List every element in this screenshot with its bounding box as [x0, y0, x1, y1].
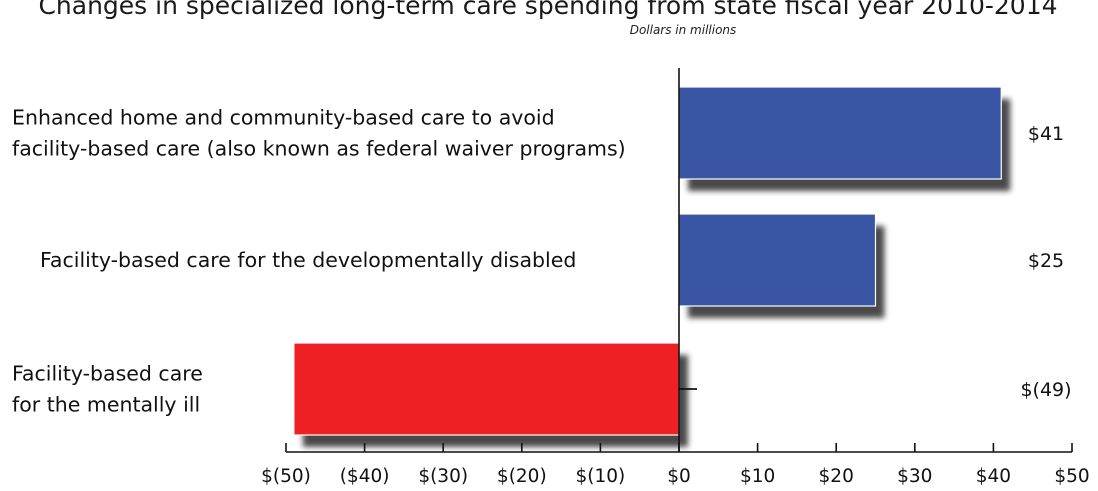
x-tick-label: $(50) — [261, 466, 311, 487]
x-tick-label: $30 — [897, 466, 932, 487]
labels: $41 Enhanced home and community-based car… — [12, 106, 1090, 488]
chart-subtitle: Dollars in millions — [630, 23, 737, 37]
value-label: $41 — [1028, 123, 1064, 145]
x-tick-label: $(20) — [497, 466, 547, 487]
x-tick-label: $(30) — [418, 466, 468, 487]
axes — [285, 68, 1073, 453]
category-label: facility-based care (also known as feder… — [12, 137, 626, 161]
x-tick-label: ($40) — [340, 466, 390, 487]
x-tick-label: $50 — [1054, 466, 1089, 487]
chart-title: Changes in specialized long-term care sp… — [38, 0, 1057, 20]
category-label: Facility-based care for the developmenta… — [40, 248, 576, 272]
value-label: $(49) — [1020, 379, 1071, 401]
x-tick-label: $40 — [976, 466, 1011, 487]
value-label: $25 — [1028, 250, 1064, 272]
bar — [293, 342, 680, 436]
x-tick-label: $20 — [819, 466, 854, 487]
category-label: Enhanced home and community-based care t… — [12, 106, 555, 130]
bars — [293, 86, 1002, 436]
bar — [678, 213, 877, 307]
category-label: for the mentally ill — [12, 393, 200, 417]
x-tick-label: $(10) — [576, 466, 626, 487]
x-tick-label: $0 — [667, 466, 691, 487]
bar — [678, 86, 1002, 180]
x-tick-label: $10 — [740, 466, 775, 487]
category-label: Facility-based care — [12, 362, 203, 386]
